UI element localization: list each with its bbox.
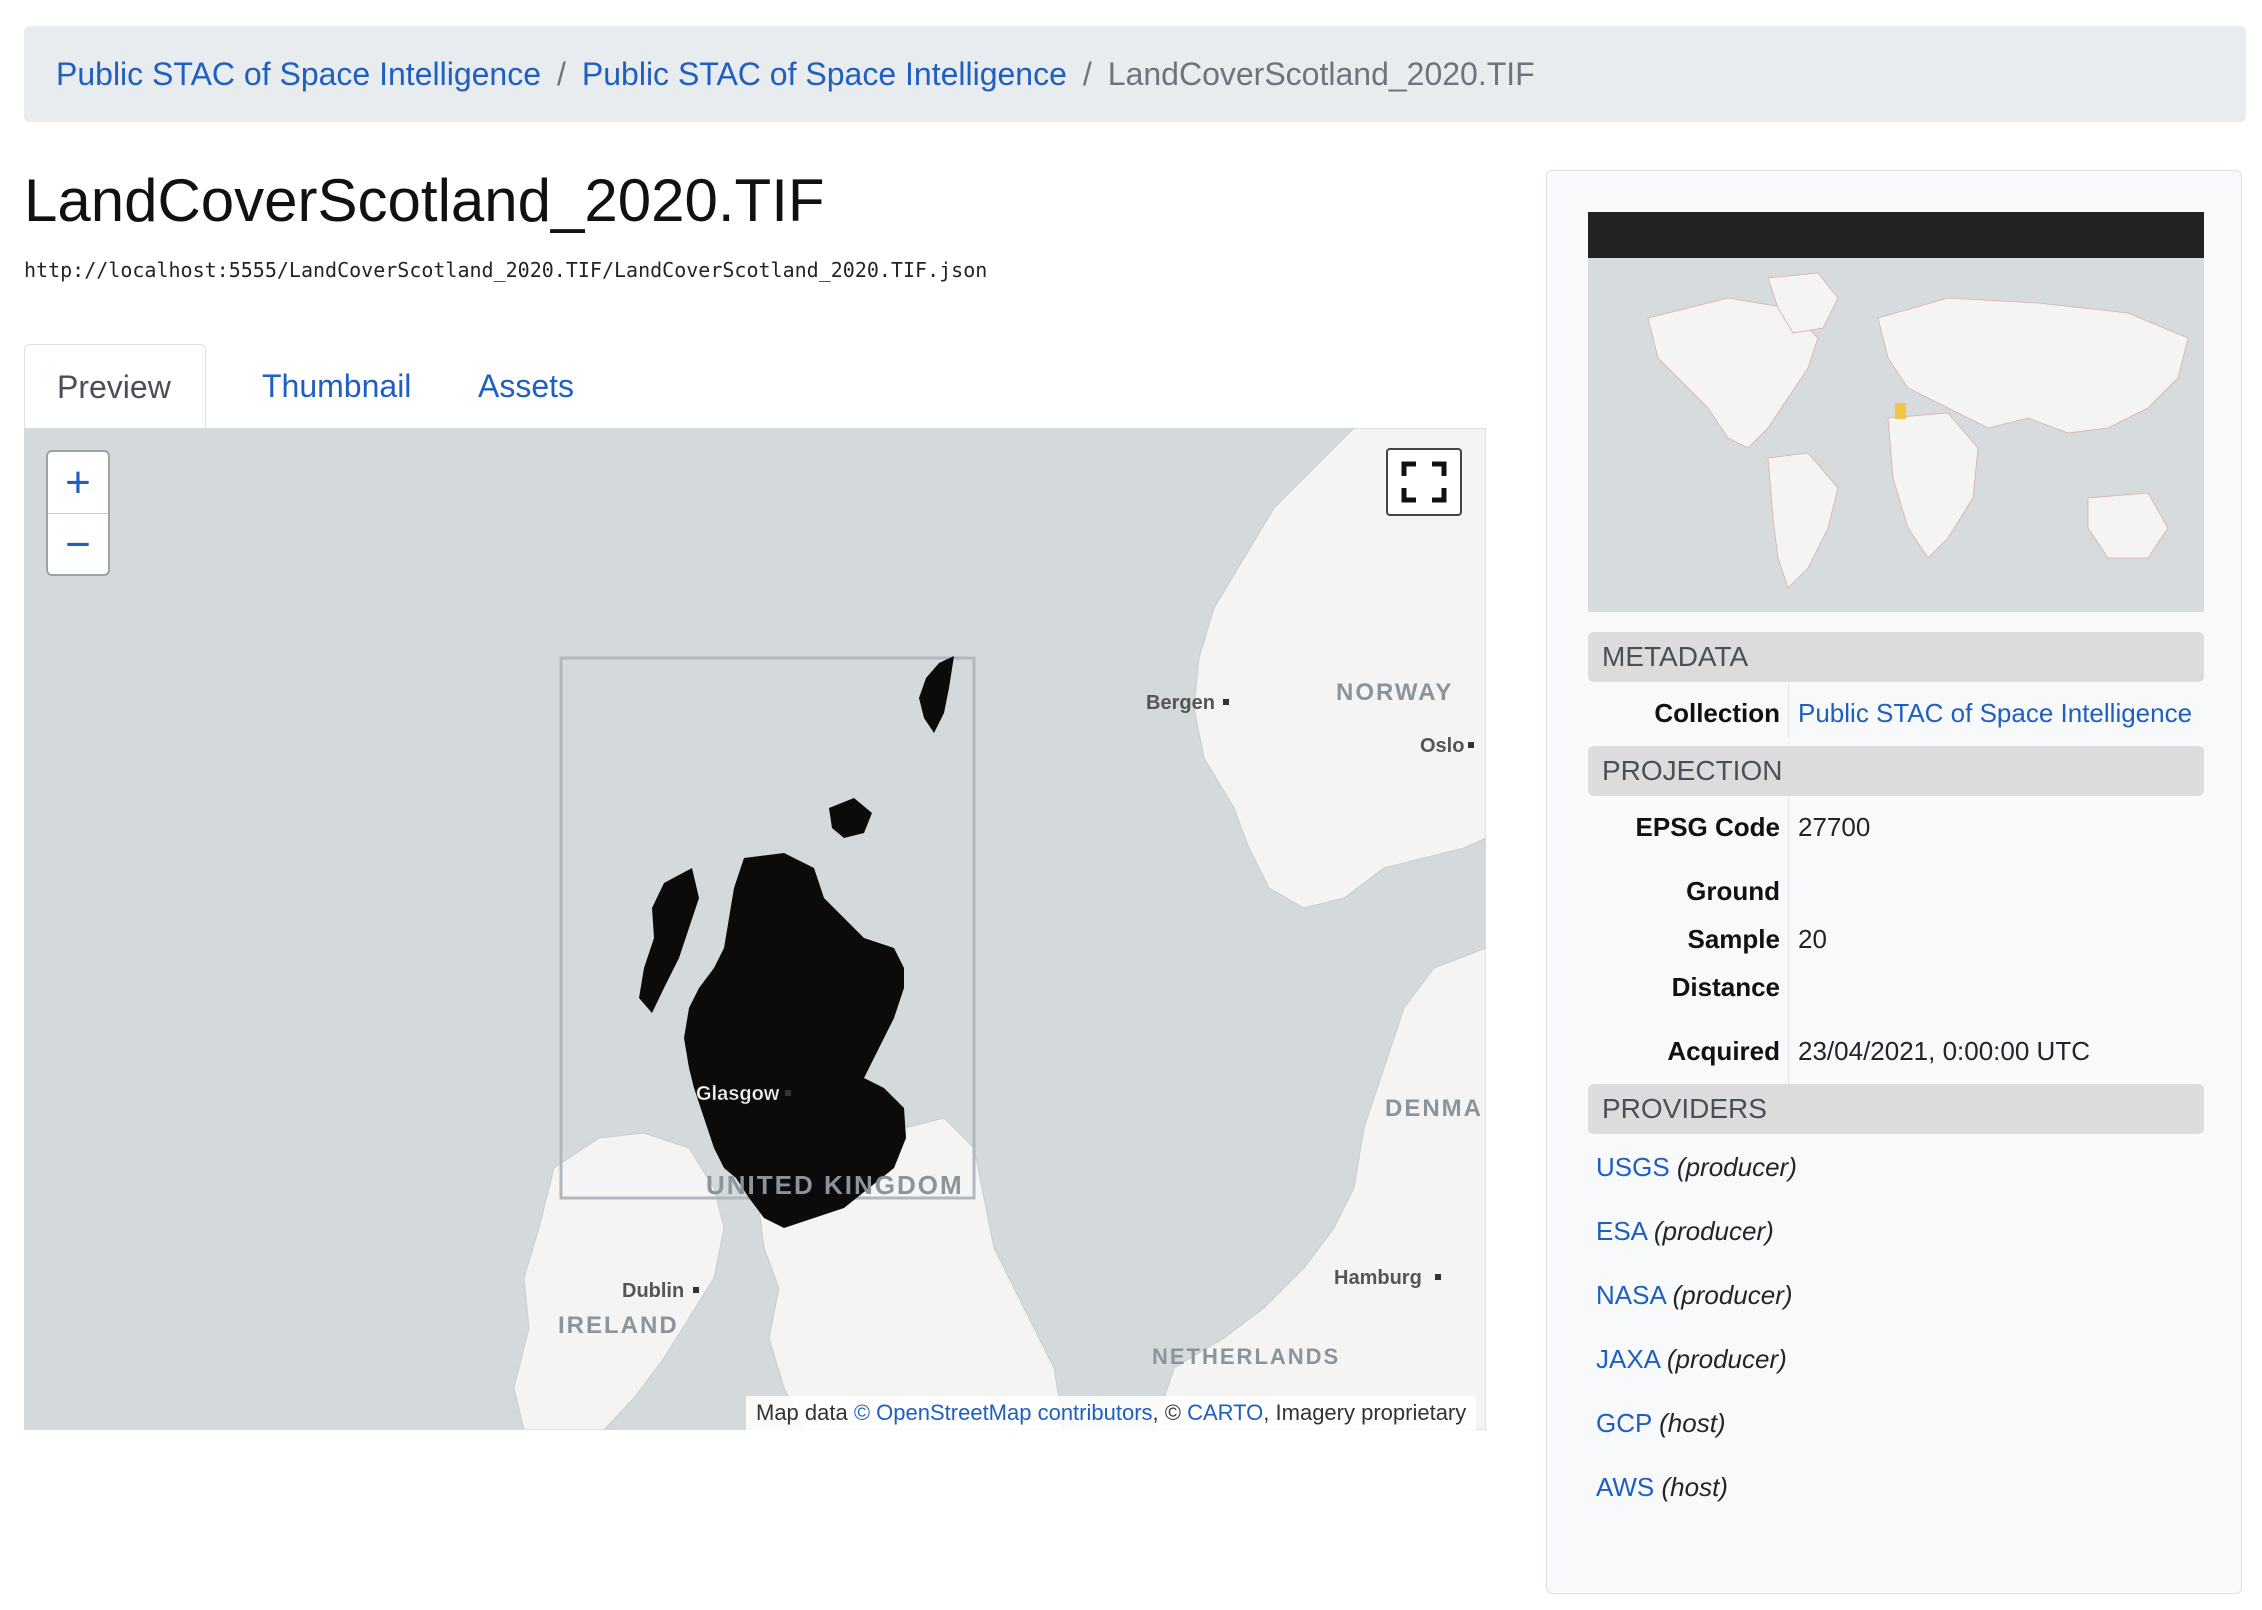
south-america-shape bbox=[1767, 452, 1839, 589]
map-label-dublin: Dublin bbox=[622, 1280, 684, 1302]
preview-map[interactable]: Bergen NORWAY Oslo Glasgow DENMA UNITED … bbox=[24, 428, 1486, 1430]
breadcrumb: Public STAC of Space Intelligence / Publ… bbox=[24, 26, 2246, 122]
map-label-oslo: Oslo bbox=[1420, 735, 1464, 757]
provider-link-aws[interactable]: AWS bbox=[1596, 1472, 1655, 1502]
provider-role: (host) bbox=[1661, 1472, 1728, 1502]
zoom-control: + − bbox=[46, 450, 110, 576]
breadcrumb-current: LandCoverScotland_2020.TIF bbox=[1107, 55, 1535, 92]
africa-shape bbox=[1887, 412, 1979, 559]
scotland-raster bbox=[684, 853, 906, 1228]
breadcrumb-separator: / bbox=[1082, 55, 1092, 92]
tab-bar: Preview Thumbnail Assets bbox=[24, 344, 1486, 429]
acquired-value: 23/04/2021, 0:00:00 UTC bbox=[1798, 1036, 2090, 1066]
osm-attribution-link[interactable]: © OpenStreetMap contributors bbox=[853, 1400, 1153, 1425]
hebrides-raster bbox=[639, 868, 699, 1013]
overview-minimap[interactable] bbox=[1588, 258, 2204, 612]
australia-shape bbox=[2087, 492, 2169, 559]
tab-preview[interactable]: Preview bbox=[24, 344, 206, 428]
provider-link-nasa[interactable]: NASA bbox=[1596, 1280, 1666, 1310]
provider-role: (producer) bbox=[1666, 1344, 1787, 1374]
provider-role: (producer) bbox=[1676, 1152, 1797, 1182]
provider-link-usgs[interactable]: USGS bbox=[1596, 1152, 1670, 1182]
attribution-mid: , © bbox=[1152, 1400, 1188, 1425]
item-url: http://localhost:5555/LandCoverScotland_… bbox=[24, 258, 988, 282]
table-divider bbox=[1788, 684, 1789, 738]
provider-item: AWS (host) bbox=[1596, 1472, 1728, 1503]
provider-role: (producer) bbox=[1672, 1280, 1793, 1310]
ireland-landmass bbox=[513, 1132, 725, 1430]
breadcrumb-separator: / bbox=[557, 55, 566, 92]
map-label-norway: NORWAY bbox=[1336, 679, 1453, 706]
bergen-marker bbox=[1223, 699, 1229, 705]
provider-link-gcp[interactable]: GCP bbox=[1596, 1408, 1652, 1438]
extent-marker bbox=[1895, 403, 1906, 419]
breadcrumb-link-collection[interactable]: Public STAC of Space Intelligence bbox=[581, 55, 1067, 92]
world-map bbox=[1647, 272, 2189, 589]
map-label-denmark: DENMA bbox=[1385, 1095, 1483, 1122]
fullscreen-icon bbox=[1401, 461, 1447, 503]
provider-item: ESA (producer) bbox=[1596, 1216, 1774, 1247]
metadata-heading: METADATA bbox=[1588, 632, 2204, 682]
oslo-marker bbox=[1468, 742, 1474, 748]
provider-item: JAXA (producer) bbox=[1596, 1344, 1787, 1375]
orkney-raster bbox=[829, 798, 872, 838]
fullscreen-button[interactable] bbox=[1386, 448, 1462, 516]
map-label-united-kingdom: UNITED KINGDOM bbox=[706, 1170, 964, 1200]
provider-item: USGS (producer) bbox=[1596, 1152, 1797, 1183]
map-canvas: Bergen NORWAY Oslo Glasgow DENMA UNITED … bbox=[513, 428, 1486, 1430]
minimap-header bbox=[1588, 212, 2204, 258]
provider-item: GCP (host) bbox=[1596, 1408, 1726, 1439]
acquired-label: Acquired bbox=[1667, 1036, 1780, 1066]
provider-role: (producer) bbox=[1653, 1216, 1774, 1246]
table-divider bbox=[1788, 798, 1789, 1086]
map-label-netherlands: NETHERLANDS bbox=[1152, 1344, 1340, 1369]
hamburg-marker bbox=[1435, 1274, 1441, 1280]
tab-assets[interactable]: Assets bbox=[478, 368, 575, 404]
norway-landmass bbox=[1193, 428, 1486, 909]
eurasia-shape bbox=[1877, 297, 2189, 434]
zoom-in-button[interactable]: + bbox=[48, 452, 108, 514]
page-title: LandCoverScotland_2020.TIF bbox=[24, 167, 825, 234]
map-attribution: Map data © OpenStreetMap contributors, ©… bbox=[746, 1396, 1477, 1430]
glasgow-marker bbox=[785, 1090, 791, 1096]
epsg-value: 27700 bbox=[1798, 812, 1871, 842]
gsd-value: 20 bbox=[1798, 924, 1827, 954]
carto-attribution-link[interactable]: CARTO bbox=[1187, 1400, 1264, 1425]
attribution-prefix: Map data bbox=[756, 1400, 854, 1425]
epsg-label: EPSG Code bbox=[1635, 812, 1780, 842]
tab-thumbnail[interactable]: Thumbnail bbox=[262, 368, 412, 404]
dublin-marker bbox=[693, 1287, 699, 1293]
collection-label: Collection bbox=[1654, 698, 1780, 728]
attribution-suffix: , Imagery proprietary bbox=[1263, 1400, 1467, 1425]
breadcrumb-link-catalog[interactable]: Public STAC of Space Intelligence bbox=[56, 55, 541, 92]
shetland-raster bbox=[919, 656, 954, 733]
provider-link-esa[interactable]: ESA bbox=[1596, 1216, 1647, 1246]
greenland-shape bbox=[1767, 272, 1839, 334]
provider-item: NASA (producer) bbox=[1596, 1280, 1793, 1311]
gsd-label-line2: Sample bbox=[1687, 924, 1781, 954]
map-label-glasgow: Glasgow bbox=[696, 1083, 780, 1105]
collection-link[interactable]: Public STAC of Space Intelligence bbox=[1798, 698, 2193, 728]
provider-role: (host) bbox=[1659, 1408, 1726, 1438]
provider-link-jaxa[interactable]: JAXA bbox=[1596, 1344, 1660, 1374]
gsd-label-line1: Ground bbox=[1686, 876, 1780, 906]
map-label-ireland: IRELAND bbox=[558, 1312, 679, 1339]
zoom-out-button[interactable]: − bbox=[65, 520, 91, 569]
map-label-hamburg: Hamburg bbox=[1334, 1267, 1422, 1289]
gsd-label-line3: Distance bbox=[1671, 972, 1780, 1002]
projection-heading: PROJECTION bbox=[1588, 746, 2204, 796]
map-label-bergen: Bergen bbox=[1146, 692, 1215, 714]
providers-heading: PROVIDERS bbox=[1588, 1084, 2204, 1134]
